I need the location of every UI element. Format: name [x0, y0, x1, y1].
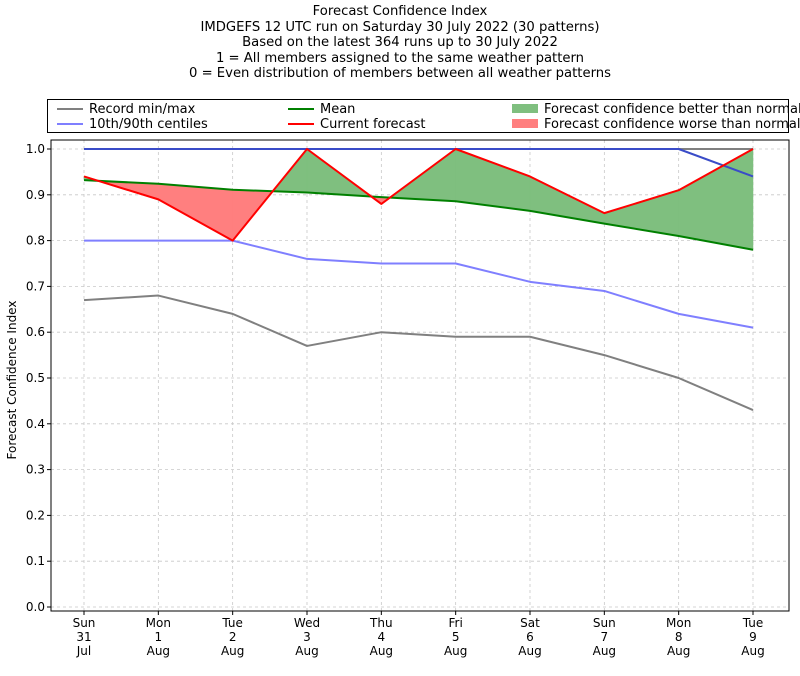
y-tick-label-6: 0.6 [26, 325, 45, 339]
y-tick-label-4: 0.4 [26, 417, 45, 431]
series-line-p90 [84, 148, 754, 178]
legend-swatch-better [512, 104, 538, 113]
legend-swatch-current [288, 122, 314, 125]
confidence-fill-areas [83, 148, 754, 251]
fill-better-than-normal-4 [455, 148, 531, 212]
y-tick-label-1: 0.1 [26, 554, 45, 568]
chart-title-block: Forecast Confidence Index IMDGEFS 12 UTC… [0, 4, 800, 82]
legend-item-better: Forecast confidence better than normal [512, 103, 800, 117]
y-tick-label-2: 0.2 [26, 508, 45, 522]
y-tick-label-8: 0.8 [26, 234, 45, 248]
legend-swatch-worse [512, 119, 538, 128]
series-line-current [83, 148, 754, 242]
x-tick-label-2: Tue 2 Aug [221, 616, 244, 658]
legend-item-current: Current forecast [288, 118, 426, 132]
x-tick-label-0: Sun 31 Jul [73, 616, 96, 658]
plot-frame [50, 139, 790, 612]
y-axis-ticks: 0.0 0.1 0.2 0.3 0.4 0.5 0.6 0.7 0.8 0.9 1.0 [26, 142, 51, 614]
legend-label-record: Record min/max [89, 102, 196, 117]
y-axis-label: Forecast Confidence Index [5, 301, 19, 460]
x-tick-label-4: Thu 4 Aug [369, 616, 393, 658]
x-tick-label-8: Mon 8 Aug [666, 616, 691, 658]
chart-subtitle-line-1: IMDGEFS 12 UTC run on Saturday 30 July 2… [200, 19, 600, 35]
legend-swatch-mean [288, 107, 314, 110]
y-tick-label-5: 0.5 [26, 371, 45, 385]
x-tick-label-1: Mon 1 Aug [146, 616, 171, 658]
legend-label-current: Current forecast [320, 117, 426, 132]
y-tick-label-3: 0.3 [26, 463, 45, 477]
legend-label-better: Forecast confidence better than normal [544, 102, 800, 117]
y-tick-label-7: 0.7 [26, 279, 45, 293]
legend-label-mean: Mean [320, 102, 356, 117]
y-tick-label-10: 1.0 [26, 142, 45, 156]
legend-item-worse: Forecast confidence worse than normal [512, 118, 800, 132]
x-tick-label-6: Sat 6 Aug [518, 616, 541, 658]
legend-swatch-centiles [57, 122, 83, 125]
chart-legend: Record min/max 10th/90th centiles Mean C… [47, 99, 800, 133]
legend-swatch-record [57, 107, 83, 110]
x-tick-label-3: Wed 3 Aug [294, 616, 320, 658]
chart-subtitle-line-3: 1 = All members assigned to the same wea… [215, 50, 585, 66]
y-tick-label-0: 0.0 [26, 600, 45, 614]
series-line-record-min [83, 294, 754, 411]
chart-subtitle-line-4: 0 = Even distribution of members between… [188, 66, 612, 82]
chart-title: Forecast Confidence Index [312, 4, 488, 19]
legend-label-worse: Forecast confidence worse than normal [544, 117, 800, 132]
x-tick-label-7: Sun 7 Aug [593, 616, 616, 658]
x-axis-ticks: Sun 31 Jul Mon 1 Aug Tue 2 Aug Wed 3 Aug Thu 4 Aug Fri 5… [73, 611, 765, 658]
y-tick-label-9: 0.9 [26, 188, 45, 202]
legend-label-centiles: 10th/90th centiles [89, 117, 208, 132]
series-lines [83, 148, 754, 411]
fill-better-than-normal-7 [678, 148, 754, 251]
legend-item-mean: Mean [288, 103, 355, 117]
x-tick-label-5: Fri 5 Aug [444, 616, 467, 658]
series-line-p10 [84, 239, 754, 329]
legend-item-record: Record min/max [57, 103, 195, 117]
series-line-mean [83, 179, 754, 251]
legend-item-centiles: 10th/90th centiles [57, 118, 208, 132]
fill-worse-than-normal-1 [158, 183, 233, 242]
chart-subtitle-line-2: Based on the latest 364 runs up to 30 Ju… [242, 35, 558, 51]
x-tick-label-9: Tue 9 Aug [741, 616, 764, 658]
